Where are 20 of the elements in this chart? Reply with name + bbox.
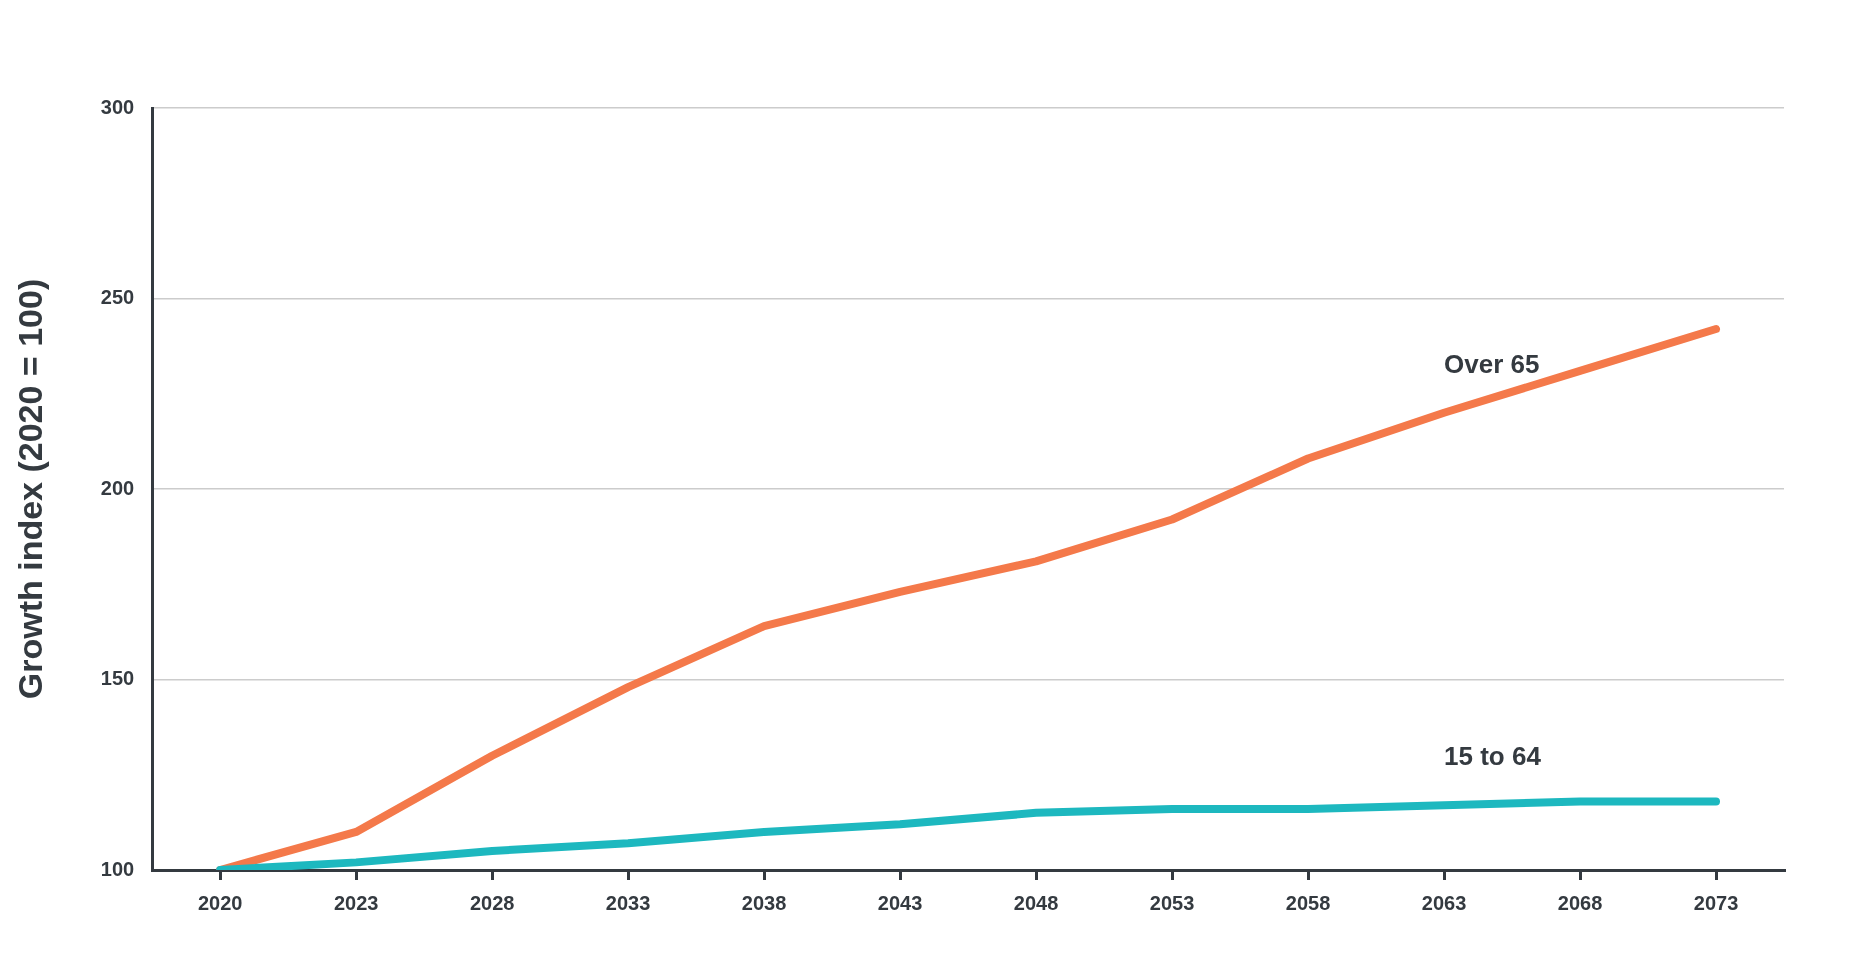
y-tick-label: 250: [100, 286, 135, 309]
y-tick-label: 300: [100, 95, 135, 118]
series-label: Over 65: [1444, 348, 1540, 379]
x-tick-label: 2053: [1149, 891, 1195, 914]
x-tick-label: 2058: [1285, 891, 1331, 914]
x-tick-label: 2020: [197, 891, 243, 914]
series-label: 15 to 64: [1444, 741, 1542, 772]
y-tick-label: 200: [100, 476, 135, 499]
x-tick-label: 2043: [877, 891, 923, 914]
x-tick-label: 2038: [741, 891, 787, 914]
x-tick-label: 2063: [1421, 891, 1467, 914]
x-tick-label: 2073: [1693, 891, 1739, 914]
x-tick-label: 2033: [605, 891, 651, 914]
x-tick-label: 2048: [1013, 891, 1059, 914]
x-tick-label: 2068: [1557, 891, 1603, 914]
x-tick-label: 2028: [469, 891, 515, 914]
x-tick-label: 2023: [333, 891, 379, 914]
y-tick-label: 150: [100, 667, 135, 690]
y-tick-label: 100: [100, 857, 135, 880]
y-axis-title: Growth index (2020 = 100): [10, 278, 49, 700]
